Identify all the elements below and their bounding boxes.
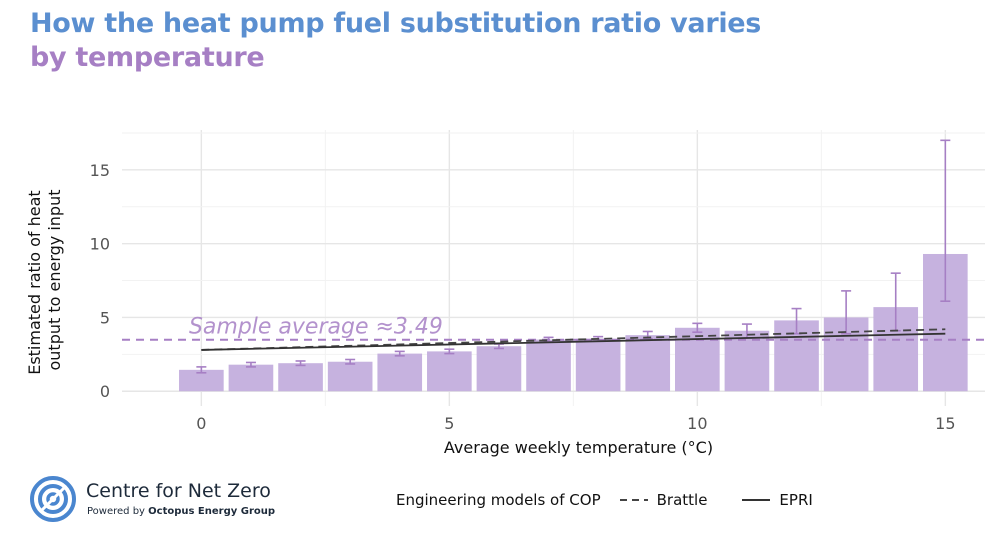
legend: Engineering models of COP Brattle EPRI (396, 489, 813, 511)
y-axis-label-line-1: Estimated ratio of heat (25, 190, 44, 374)
sample-average-label: Sample average ≈3.49 (189, 315, 443, 340)
bar (278, 363, 323, 392)
bar-series (179, 253, 968, 392)
bar (377, 353, 423, 392)
x-tick-label: 5 (444, 414, 454, 433)
powered-by-org: Octopus Energy Group (148, 506, 276, 517)
legend-item-epri: EPRI (779, 491, 813, 509)
org-name: Centre for Net Zero (86, 480, 271, 502)
legend-item-brattle: Brattle (656, 491, 708, 509)
bar (327, 361, 373, 392)
legend-title: Engineering models of COP (396, 491, 601, 509)
y-tick-label: 0 (100, 382, 110, 401)
bar (526, 339, 571, 392)
y-tick-label: 15 (90, 161, 110, 180)
powered-by: Powered by Octopus Energy Group (87, 506, 275, 517)
centre-for-net-zero-logo-icon (30, 476, 76, 522)
bar (179, 369, 224, 392)
sample-average-layer: Sample average ≈3.49 (122, 315, 985, 341)
y-tick-label: 5 (100, 308, 110, 327)
chart-title-line-1: How the heat pump fuel substitution rati… (30, 8, 762, 39)
chart-title-line-2: by temperature (30, 42, 265, 73)
y-tick-label: 10 (90, 235, 110, 254)
powered-by-prefix: Powered by (87, 506, 149, 517)
y-axis-label: Estimated ratio of heat output to energy… (25, 185, 64, 375)
legend-key-brattle-dashed (619, 499, 648, 501)
bar (625, 335, 671, 392)
bar (476, 346, 522, 392)
legend-key-epri-solid (742, 499, 771, 501)
x-axis-label: Average weekly temperature (°C) (444, 438, 713, 457)
model-lines (201, 328, 946, 351)
bar (427, 351, 472, 392)
axis-ticks: 0 5 10 15 0 5 10 15 (90, 161, 956, 433)
bar (228, 364, 274, 392)
x-tick-label: 10 (687, 414, 707, 433)
line-epri (201, 332, 946, 351)
bar (575, 338, 621, 392)
bar (675, 327, 720, 392)
x-tick-label: 15 (935, 414, 955, 433)
bar (724, 330, 770, 392)
y-axis-label-line-2: output to energy input (45, 190, 64, 371)
x-tick-label: 0 (196, 414, 206, 433)
